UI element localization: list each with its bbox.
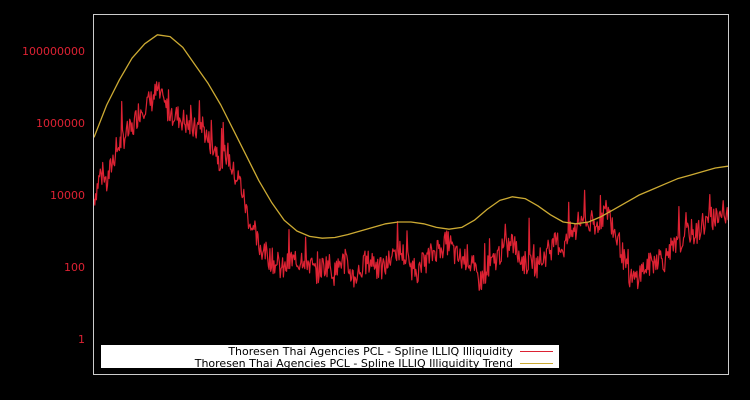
legend-label-illiquidity: Thoresen Thai Agencies PCL - Spline ILLI… bbox=[227, 345, 513, 358]
y-tick-label: 10000 bbox=[50, 189, 85, 202]
y-tick-label: 100000000 bbox=[22, 45, 85, 58]
legend-box bbox=[101, 345, 559, 368]
series-trend-line bbox=[93, 34, 729, 239]
series-illiquidity-line bbox=[93, 81, 729, 291]
legend: Thoresen Thai Agencies PCL - Spline ILLI… bbox=[101, 345, 559, 370]
y-tick-label: 1 bbox=[78, 333, 85, 346]
y-tick-label: 1000000 bbox=[36, 117, 85, 130]
y-axis: 100000000 1000000 10000 100 1 bbox=[22, 45, 85, 346]
plot-frame bbox=[93, 14, 729, 375]
y-tick-label: 100 bbox=[64, 261, 85, 274]
plot-area bbox=[93, 34, 729, 291]
legend-label-trend: Thoresen Thai Agencies PCL - Spline ILLI… bbox=[194, 357, 513, 370]
